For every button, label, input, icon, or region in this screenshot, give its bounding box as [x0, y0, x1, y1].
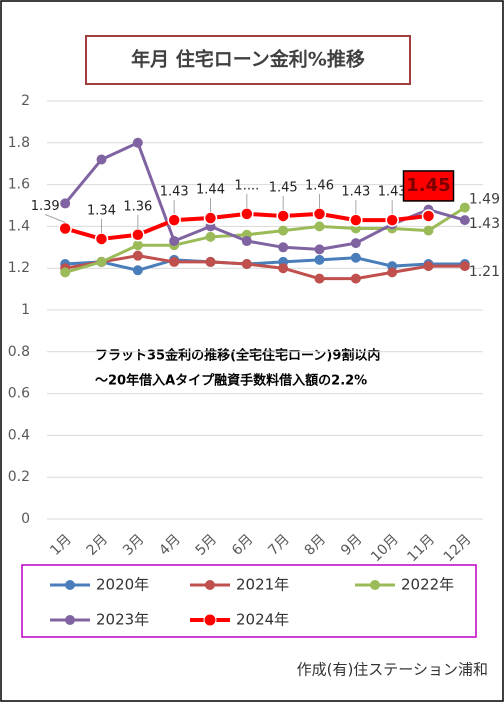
marker — [423, 261, 434, 272]
leader-line — [44, 214, 66, 223]
legend-label: 2021年 — [236, 576, 289, 594]
marker — [132, 250, 143, 261]
data-label: 1.36 — [123, 199, 152, 214]
legend-marker — [370, 580, 380, 590]
marker — [276, 209, 290, 223]
marker — [459, 215, 470, 226]
marker — [421, 209, 436, 223]
marker — [132, 265, 143, 276]
marker — [350, 238, 361, 249]
annotation: フラット35金利の推移(全宅住宅ローン)9割以内 — [95, 348, 380, 364]
marker — [132, 137, 143, 148]
marker — [314, 221, 325, 232]
y-tick-label: 0.8 — [8, 344, 30, 360]
data-label: 1.43 — [341, 185, 370, 200]
title-box — [85, 35, 411, 85]
data-label: 1.44 — [196, 183, 225, 198]
marker — [169, 256, 180, 267]
legend-marker — [205, 580, 215, 590]
y-tick-label: 0.6 — [8, 386, 30, 402]
marker — [60, 198, 71, 209]
y-tick-label: 0.4 — [8, 427, 30, 443]
y-tick-label: 2 — [21, 93, 30, 109]
y-tick-label: 1 — [21, 302, 30, 318]
marker — [314, 254, 325, 265]
marker — [349, 213, 363, 227]
y-tick-label: 1.2 — [8, 260, 30, 276]
data-label: 1.49 — [469, 192, 500, 208]
marker — [423, 225, 434, 236]
data-label: 1.43 — [378, 185, 407, 200]
legend-box — [21, 564, 477, 638]
marker — [205, 256, 216, 267]
data-label: 1.43 — [469, 216, 500, 232]
legend-label: 2022年 — [401, 576, 454, 594]
highlight-box — [402, 170, 455, 202]
marker — [278, 242, 289, 253]
legend-marker — [203, 613, 217, 627]
marker — [203, 211, 218, 225]
data-label: 1.45 — [406, 175, 450, 196]
marker — [240, 207, 254, 221]
marker — [205, 231, 216, 242]
y-tick-label: 1.8 — [8, 135, 30, 151]
marker — [96, 154, 107, 165]
annotation: ～20年借入Aタイプ融資手数料借入額の2.2% — [95, 373, 367, 389]
marker — [385, 213, 399, 227]
marker — [131, 228, 145, 242]
y-tick-label: 0.2 — [8, 469, 30, 485]
data-label: 1.34 — [87, 203, 116, 218]
series-line — [64, 254, 465, 281]
marker — [350, 273, 361, 284]
legend-label: 2020年 — [96, 576, 149, 594]
data-label: 1.39 — [31, 199, 60, 214]
data-label: 1.45 — [269, 180, 298, 195]
y-tick-label: 1.6 — [8, 177, 30, 193]
marker — [387, 267, 398, 278]
chart-title: 年月 住宅ローン金利%推移 — [131, 48, 365, 71]
footer: 作成(有)住ステーション浦和 — [297, 661, 488, 679]
marker — [314, 244, 325, 255]
marker — [278, 263, 289, 274]
marker — [58, 221, 72, 236]
series-line — [65, 256, 465, 272]
marker — [350, 252, 361, 263]
marker — [60, 267, 71, 278]
marker — [96, 256, 107, 267]
marker — [167, 213, 181, 227]
marker — [278, 225, 289, 236]
data-label: 1.46 — [305, 178, 334, 193]
marker — [241, 236, 252, 247]
marker — [314, 273, 325, 284]
legend-marker — [65, 580, 75, 590]
data-label: 1.43 — [160, 185, 189, 200]
marker — [241, 259, 252, 270]
marker — [169, 236, 180, 247]
legend-marker — [65, 615, 75, 625]
y-tick-label: 1.4 — [8, 218, 30, 234]
marker — [94, 232, 109, 246]
data-label: 1.21 — [469, 264, 500, 280]
marker — [312, 207, 327, 221]
marker — [459, 261, 470, 272]
data-label: 1.... — [234, 178, 259, 193]
legend-label: 2023年 — [96, 611, 149, 629]
marker — [132, 240, 143, 251]
y-tick-label: 0 — [21, 511, 30, 527]
legend-label: 2024年 — [236, 611, 289, 629]
marker — [459, 202, 470, 213]
series-line — [64, 206, 466, 274]
